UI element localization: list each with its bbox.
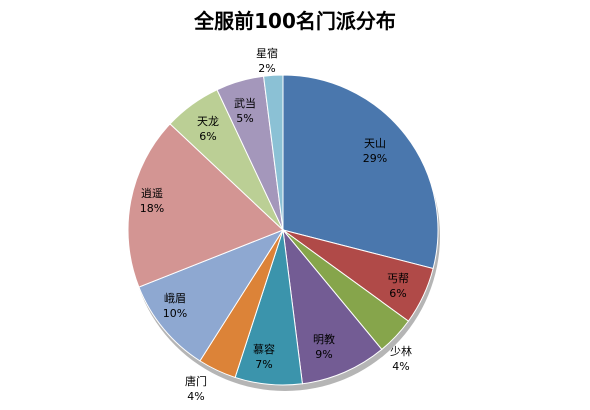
pie-slice-1 [282,74,439,270]
slice-value-label: 5% [236,112,253,125]
slice-value-label: 2% [258,62,275,75]
slice-value-label: 10% [163,307,187,320]
slice-category-label: 逍遥 [141,187,163,200]
slice-value-label: 4% [392,360,409,373]
slice-category-label: 少林 [390,344,412,358]
slice-value-label: 9% [315,348,332,361]
pie-slice-11 [263,74,284,231]
slice-category-label: 星宿 [256,46,278,60]
slice-value-label: 29% [363,152,387,165]
slice-category-label: 丐帮 [387,272,409,285]
slice-value-label: 4% [187,390,204,403]
pie-slices [127,74,439,386]
pie-labels: 天山 29% 丐帮 6% 少林 4% 明教 9% 慕容 7% 唐门 4% 峨眉 10% 逍遥 18% 天龙 6% 武… [140,46,412,403]
slice-category-label: 明教 [313,333,335,346]
chart-title: 全服前100名门派分布 [193,9,396,33]
slice-value-label: 6% [199,130,216,143]
slice-category-label: 武当 [234,96,256,110]
slice-category-label: 天龙 [197,115,219,128]
slice-value-label: 18% [140,202,164,215]
pie-slice-8 [127,123,284,288]
slice-value-label: 6% [389,287,406,300]
slice-category-label: 唐门 [185,374,207,388]
slice-category-label: 天山 [364,137,386,150]
pie-slice-7 [138,228,285,362]
pie-slice-4 [282,228,383,385]
slice-value-label: 7% [255,358,272,371]
slice-category-label: 峨眉 [164,292,186,305]
slice-category-label: 慕容 [253,342,275,356]
